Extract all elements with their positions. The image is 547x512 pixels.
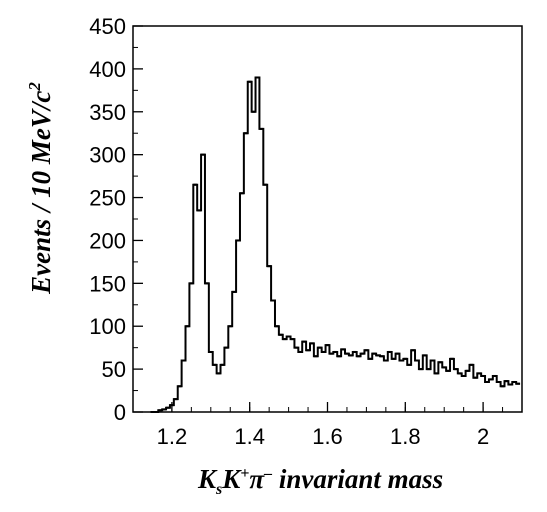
y-axis-title-c: c	[26, 91, 56, 103]
x-axis-title-k1: K	[197, 464, 218, 494]
y-tick-label: 350	[89, 100, 126, 125]
histogram-step-line	[150, 76, 521, 413]
x-tick-label: 1.6	[312, 424, 343, 449]
x-axis-title-pi: π	[249, 464, 265, 494]
y-tick-label: 250	[89, 186, 126, 211]
x-axis-title-sup2: –	[263, 465, 272, 482]
y-axis-tick-labels: 0 50 100 150 200 250 300 350 400 450	[89, 14, 126, 425]
x-axis-title-sub: s	[215, 481, 222, 498]
x-tick-label: 2	[477, 424, 489, 449]
y-tick-label: 0	[114, 400, 126, 425]
x-axis-tick-labels: 1.2 1.4 1.6 1.8 2	[157, 424, 490, 449]
x-axis-ticks	[171, 402, 504, 412]
x-tick-label: 1.2	[157, 424, 188, 449]
y-axis-title-main: Events / 10 MeV/	[26, 100, 56, 295]
y-tick-label: 100	[89, 314, 126, 339]
y-tick-label: 450	[89, 14, 126, 39]
x-axis-title-k2: K	[221, 464, 242, 494]
y-axis-title-sup: 2	[25, 82, 44, 92]
y-tick-label: 50	[102, 357, 126, 382]
x-tick-label: 1.4	[234, 424, 265, 449]
y-axis-title: Events / 10 MeV/c2	[25, 82, 56, 295]
x-axis-title-sup1: +	[240, 465, 249, 482]
y-tick-label: 300	[89, 143, 126, 168]
y-tick-label: 400	[89, 57, 126, 82]
y-tick-label: 150	[89, 271, 126, 296]
x-axis-title-rest: invariant mass	[272, 464, 443, 494]
plot-frame	[132, 25, 523, 413]
x-tick-label: 1.8	[390, 424, 421, 449]
x-axis-title: KsK+π– invariant mass	[197, 464, 443, 498]
y-tick-label: 200	[89, 228, 126, 253]
y-axis-ticks	[133, 25, 143, 413]
